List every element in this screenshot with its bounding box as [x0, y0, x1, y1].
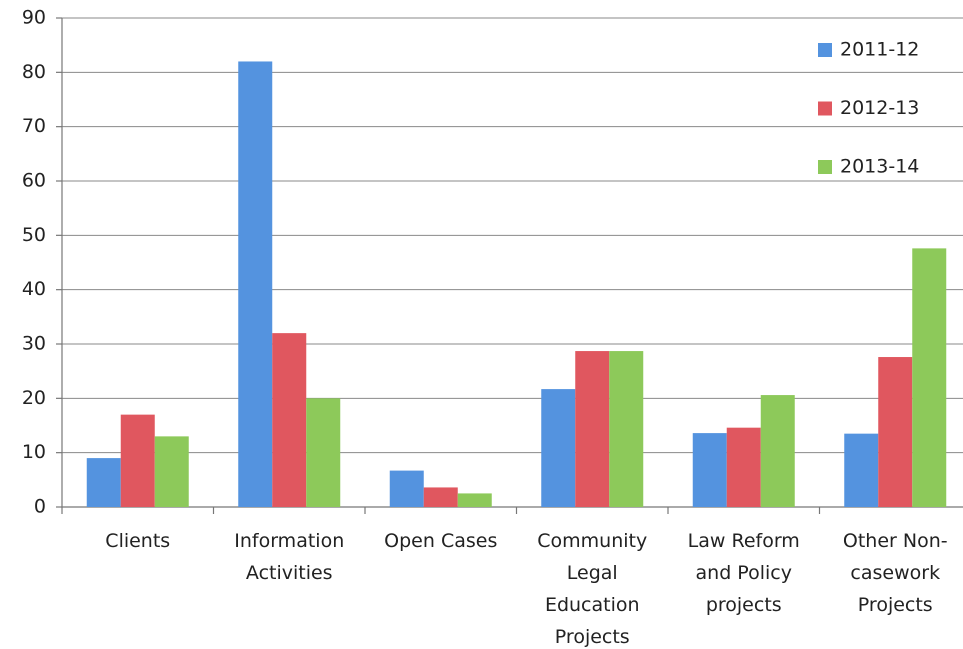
- x-tick-label-line: projects: [706, 594, 782, 616]
- bar: [86, 458, 121, 507]
- x-tick-label: Other Non-casework Projects: [843, 530, 948, 616]
- bar: [238, 61, 273, 507]
- x-tick-label-line: Information: [234, 530, 344, 552]
- bar: [120, 414, 155, 507]
- x-tick-label-line: and Policy: [696, 562, 792, 584]
- x-tick-label-line: Activities: [246, 562, 333, 584]
- y-tick-label: 20: [22, 387, 46, 409]
- y-tick-label: 40: [22, 278, 46, 300]
- y-tick-label: 60: [22, 170, 46, 192]
- x-tick-label: Clients: [105, 530, 170, 552]
- bar: [541, 389, 576, 507]
- y-tick-label: 70: [22, 115, 46, 137]
- x-tick-label: Open Cases: [384, 530, 497, 552]
- y-tick-label: 80: [22, 61, 46, 83]
- x-tick-label-line: Community: [537, 530, 647, 552]
- x-tick-label-line: Other Non-: [843, 530, 948, 552]
- x-tick-label: Law Reform and Policy projects: [688, 530, 800, 616]
- x-tick-label-line: Clients: [105, 530, 170, 552]
- x-tick-label-line: Open Cases: [384, 530, 497, 552]
- y-tick-label: 30: [22, 333, 46, 355]
- bar: [726, 427, 761, 507]
- x-tick-label: Community Legal Education Projects: [537, 530, 647, 648]
- legend-swatch: [818, 101, 832, 116]
- bar: [457, 493, 492, 507]
- legend-label: 2013-14: [840, 156, 919, 178]
- bar: [609, 351, 644, 507]
- y-tick-label: 0: [34, 496, 46, 518]
- x-tick-label-line: Projects: [555, 626, 630, 648]
- x-tick-label-line: casework: [850, 562, 940, 584]
- bar: [154, 436, 189, 507]
- legend-label: 2011-12: [840, 39, 919, 61]
- bar: [844, 433, 879, 507]
- x-tick-label-line: Education: [545, 594, 640, 616]
- bar: [575, 351, 610, 507]
- bar: [389, 470, 424, 507]
- legend-label: 2012-13: [840, 97, 919, 119]
- legend-swatch: [818, 160, 832, 174]
- bar: [423, 487, 458, 507]
- bar: [272, 333, 307, 507]
- x-tick-label-line: Law Reform: [688, 530, 800, 552]
- bar: [306, 398, 341, 507]
- x-tick-label-line: Legal: [567, 562, 618, 584]
- x-tick-label-line: Projects: [858, 594, 933, 616]
- bar: [692, 433, 727, 507]
- bar: [760, 395, 795, 507]
- legend-swatch: [818, 43, 832, 57]
- bar: [912, 248, 947, 507]
- y-tick-label: 10: [22, 441, 46, 463]
- y-tick-label: 50: [22, 224, 46, 246]
- x-tick-label: Information Activities: [234, 530, 344, 584]
- bar: [878, 357, 913, 507]
- y-tick-label: 90: [22, 7, 46, 29]
